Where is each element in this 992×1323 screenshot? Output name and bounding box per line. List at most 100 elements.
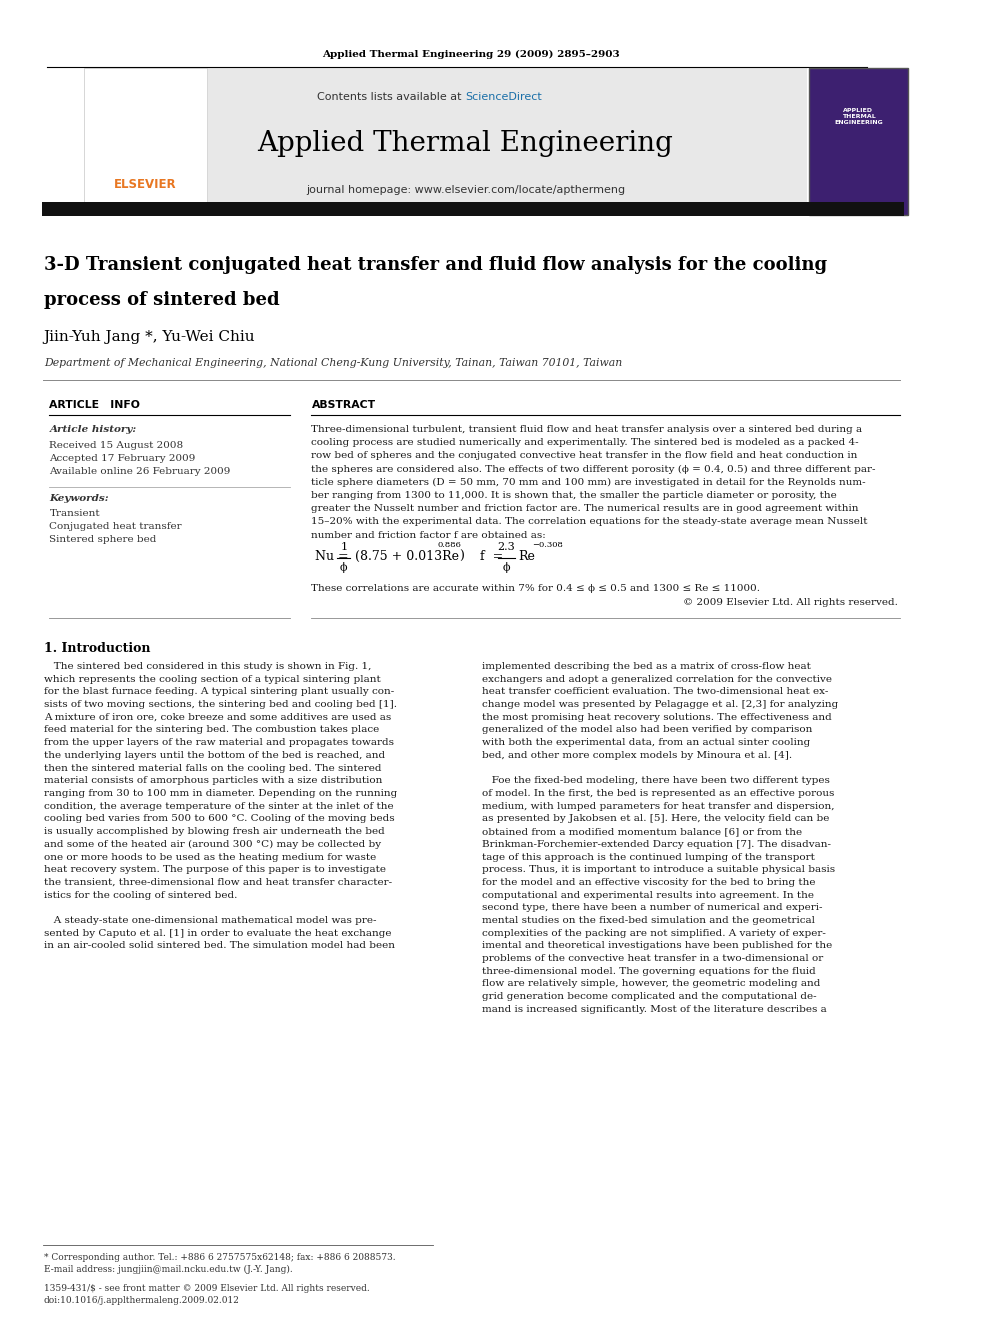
Text: Contents lists available at: Contents lists available at	[317, 93, 465, 102]
Text: feed material for the sintering bed. The combustion takes place: feed material for the sintering bed. The…	[44, 725, 379, 734]
Text: cooling process are studied numerically and experimentally. The sintered bed is : cooling process are studied numerically …	[311, 438, 859, 447]
Text: (8.75 + 0.013Re: (8.75 + 0.013Re	[355, 549, 459, 562]
Text: the underlying layers until the bottom of the bed is reached, and: the underlying layers until the bottom o…	[44, 751, 385, 759]
Text: ScienceDirect: ScienceDirect	[465, 93, 542, 102]
Text: process of sintered bed: process of sintered bed	[44, 291, 280, 310]
FancyBboxPatch shape	[83, 67, 207, 216]
Text: complexities of the packing are not simplified. A variety of exper-: complexities of the packing are not simp…	[482, 929, 826, 938]
Text: medium, with lumped parameters for heat transfer and dispersion,: medium, with lumped parameters for heat …	[482, 802, 835, 811]
Text: Department of Mechanical Engineering, National Cheng-Kung University, Tainan, Ta: Department of Mechanical Engineering, Na…	[44, 359, 622, 368]
Text: 1359-431/$ - see front matter © 2009 Elsevier Ltd. All rights reserved.: 1359-431/$ - see front matter © 2009 Els…	[44, 1285, 369, 1293]
Text: mental studies on the fixed-bed simulation and the geometrical: mental studies on the fixed-bed simulati…	[482, 916, 815, 925]
Text: change model was presented by Pelagagge et al. [2,3] for analyzing: change model was presented by Pelagagge …	[482, 700, 838, 709]
Text: bed, and other more complex models by Minoura et al. [4].: bed, and other more complex models by Mi…	[482, 751, 793, 759]
Text: journal homepage: www.elsevier.com/locate/apthermeng: journal homepage: www.elsevier.com/locat…	[306, 185, 625, 194]
Text: Conjugated heat transfer: Conjugated heat transfer	[50, 523, 182, 531]
Text: obtained from a modified momentum balance [6] or from the: obtained from a modified momentum balanc…	[482, 827, 803, 836]
Text: ticle sphere diameters (D = 50 mm, 70 mm and 100 mm) are investigated in detail : ticle sphere diameters (D = 50 mm, 70 mm…	[311, 478, 866, 487]
Text: Available online 26 February 2009: Available online 26 February 2009	[50, 467, 231, 476]
Text: number and friction factor f are obtained as:: number and friction factor f are obtaine…	[311, 531, 547, 540]
Text: f  =: f =	[479, 549, 503, 562]
Text: ): )	[459, 549, 464, 562]
Text: The sintered bed considered in this study is shown in Fig. 1,: The sintered bed considered in this stud…	[44, 662, 371, 671]
Text: is usually accomplished by blowing fresh air underneath the bed: is usually accomplished by blowing fresh…	[44, 827, 385, 836]
Text: istics for the cooling of sintered bed.: istics for the cooling of sintered bed.	[44, 890, 237, 900]
Text: Foe the fixed-bed modeling, there have been two different types: Foe the fixed-bed modeling, there have b…	[482, 777, 830, 786]
Text: * Corresponding author. Tel.: +886 6 2757575x62148; fax: +886 6 2088573.: * Corresponding author. Tel.: +886 6 275…	[44, 1253, 395, 1262]
Text: problems of the convective heat transfer in a two-dimensional or: problems of the convective heat transfer…	[482, 954, 823, 963]
Text: ϕ: ϕ	[502, 562, 510, 573]
Text: greater the Nusselt number and friction factor are. The numerical results are in: greater the Nusselt number and friction …	[311, 504, 859, 513]
Text: © 2009 Elsevier Ltd. All rights reserved.: © 2009 Elsevier Ltd. All rights reserved…	[683, 598, 899, 607]
Text: Keywords:: Keywords:	[50, 493, 109, 503]
Text: implemented describing the bed as a matrix of cross-flow heat: implemented describing the bed as a matr…	[482, 662, 811, 671]
Text: grid generation become complicated and the computational de-: grid generation become complicated and t…	[482, 992, 817, 1002]
Text: Re: Re	[519, 549, 536, 562]
Text: material consists of amorphous particles with a size distribution: material consists of amorphous particles…	[44, 777, 382, 786]
Text: the transient, three-dimensional flow and heat transfer character-: the transient, three-dimensional flow an…	[44, 878, 392, 886]
Text: ELSEVIER: ELSEVIER	[114, 179, 177, 191]
Text: heat transfer coefficient evaluation. The two-dimensional heat ex-: heat transfer coefficient evaluation. Th…	[482, 688, 828, 696]
Text: the most promising heat recovery solutions. The effectiveness and: the most promising heat recovery solutio…	[482, 713, 832, 722]
FancyBboxPatch shape	[42, 202, 904, 216]
Text: generalized of the model also had been verified by comparison: generalized of the model also had been v…	[482, 725, 812, 734]
Text: condition, the average temperature of the sinter at the inlet of the: condition, the average temperature of th…	[44, 802, 393, 811]
Text: ARTICLE   INFO: ARTICLE INFO	[50, 400, 140, 410]
Text: row bed of spheres and the conjugated convective heat transfer in the flow field: row bed of spheres and the conjugated co…	[311, 451, 858, 460]
Text: from the upper layers of the raw material and propagates towards: from the upper layers of the raw materia…	[44, 738, 394, 747]
Text: Article history:: Article history:	[50, 425, 137, 434]
Text: exchangers and adopt a generalized correlation for the convective: exchangers and adopt a generalized corre…	[482, 675, 832, 684]
Text: A mixture of iron ore, coke breeze and some additives are used as: A mixture of iron ore, coke breeze and s…	[44, 713, 391, 722]
Text: and some of the heated air (around 300 °C) may be collected by: and some of the heated air (around 300 °…	[44, 840, 381, 849]
Text: Three-dimensional turbulent, transient fluid flow and heat transfer analysis ove: Three-dimensional turbulent, transient f…	[311, 425, 863, 434]
Text: sented by Caputo et al. [1] in order to evaluate the heat exchange: sented by Caputo et al. [1] in order to …	[44, 929, 391, 938]
Text: of model. In the first, the bed is represented as an effective porous: of model. In the first, the bed is repre…	[482, 789, 835, 798]
Text: Applied Thermal Engineering 29 (2009) 2895–2903: Applied Thermal Engineering 29 (2009) 28…	[322, 50, 620, 60]
Text: three-dimensional model. The governing equations for the fluid: three-dimensional model. The governing e…	[482, 967, 816, 976]
Text: Applied Thermal Engineering: Applied Thermal Engineering	[257, 130, 674, 157]
Text: Nu =: Nu =	[315, 549, 349, 562]
Text: Sintered sphere bed: Sintered sphere bed	[50, 534, 157, 544]
Text: 0.886: 0.886	[437, 541, 461, 549]
Text: second type, there have been a number of numerical and experi-: second type, there have been a number of…	[482, 904, 823, 913]
Text: tage of this approach is the continued lumping of the transport: tage of this approach is the continued l…	[482, 852, 815, 861]
Text: ranging from 30 to 100 mm in diameter. Depending on the running: ranging from 30 to 100 mm in diameter. D…	[44, 789, 397, 798]
Text: Jiin-Yuh Jang *, Yu-Wei Chiu: Jiin-Yuh Jang *, Yu-Wei Chiu	[44, 329, 255, 344]
Text: These correlations are accurate within 7% for 0.4 ≤ ϕ ≤ 0.5 and 1300 ≤ Re ≤ 1100: These correlations are accurate within 7…	[311, 583, 761, 593]
Text: process. Thus, it is important to introduce a suitable physical basis: process. Thus, it is important to introd…	[482, 865, 835, 875]
Text: for the blast furnace feeding. A typical sintering plant usually con-: for the blast furnace feeding. A typical…	[44, 688, 394, 696]
Text: APPLIED
THERMAL
ENGINEERING: APPLIED THERMAL ENGINEERING	[834, 108, 883, 124]
FancyBboxPatch shape	[83, 67, 807, 216]
Text: 1. Introduction: 1. Introduction	[44, 642, 150, 655]
Text: 3-D Transient conjugated heat transfer and fluid flow analysis for the cooling: 3-D Transient conjugated heat transfer a…	[44, 255, 826, 274]
Text: one or more hoods to be used as the heating medium for waste: one or more hoods to be used as the heat…	[44, 852, 376, 861]
Text: 15–20% with the experimental data. The correlation equations for the steady-stat: 15–20% with the experimental data. The c…	[311, 517, 868, 527]
Text: Brinkman-Forchemier-extended Darcy equation [7]. The disadvan-: Brinkman-Forchemier-extended Darcy equat…	[482, 840, 831, 849]
Text: then the sintered material falls on the cooling bed. The sintered: then the sintered material falls on the …	[44, 763, 381, 773]
Text: doi:10.1016/j.applthermaleng.2009.02.012: doi:10.1016/j.applthermaleng.2009.02.012	[44, 1297, 239, 1304]
Text: Accepted 17 February 2009: Accepted 17 February 2009	[50, 454, 195, 463]
Text: sists of two moving sections, the sintering bed and cooling bed [1].: sists of two moving sections, the sinter…	[44, 700, 397, 709]
Text: as presented by Jakobsen et al. [5]. Here, the velocity field can be: as presented by Jakobsen et al. [5]. Her…	[482, 815, 829, 823]
Text: which represents the cooling section of a typical sintering plant: which represents the cooling section of …	[44, 675, 381, 684]
Text: in an air-cooled solid sintered bed. The simulation model had been: in an air-cooled solid sintered bed. The…	[44, 942, 395, 950]
Text: heat recovery system. The purpose of this paper is to investigate: heat recovery system. The purpose of thi…	[44, 865, 386, 875]
FancyBboxPatch shape	[809, 67, 908, 216]
Text: computational and experimental results into agreement. In the: computational and experimental results i…	[482, 890, 814, 900]
Text: 2.3: 2.3	[497, 541, 515, 552]
Text: ϕ: ϕ	[340, 562, 347, 573]
Text: ber ranging from 1300 to 11,000. It is shown that, the smaller the particle diam: ber ranging from 1300 to 11,000. It is s…	[311, 491, 837, 500]
Text: mand is increased significantly. Most of the literature describes a: mand is increased significantly. Most of…	[482, 1005, 827, 1013]
Text: imental and theoretical investigations have been published for the: imental and theoretical investigations h…	[482, 942, 832, 950]
Text: E-mail address: jungjiin@mail.ncku.edu.tw (J.-Y. Jang).: E-mail address: jungjiin@mail.ncku.edu.t…	[44, 1265, 293, 1274]
Text: cooling bed varies from 500 to 600 °C. Cooling of the moving beds: cooling bed varies from 500 to 600 °C. C…	[44, 815, 394, 823]
Text: Transient: Transient	[50, 509, 100, 519]
Text: flow are relatively simple, however, the geometric modeling and: flow are relatively simple, however, the…	[482, 979, 820, 988]
Text: Received 15 August 2008: Received 15 August 2008	[50, 441, 184, 450]
Text: −0.308: −0.308	[532, 541, 562, 549]
Text: ABSTRACT: ABSTRACT	[311, 400, 376, 410]
Text: with both the experimental data, from an actual sinter cooling: with both the experimental data, from an…	[482, 738, 810, 747]
Text: A steady-state one-dimensional mathematical model was pre-: A steady-state one-dimensional mathemati…	[44, 916, 376, 925]
Text: for the model and an effective viscosity for the bed to bring the: for the model and an effective viscosity…	[482, 878, 815, 886]
Text: 1: 1	[340, 541, 347, 552]
